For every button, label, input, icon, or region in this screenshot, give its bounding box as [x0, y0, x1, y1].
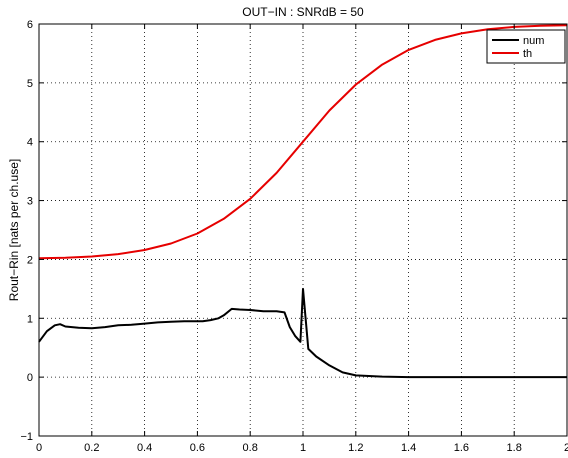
y-tick-label: 1: [27, 313, 33, 325]
y-tick-label: 2: [27, 254, 33, 266]
x-tick-label: 1.6: [454, 442, 469, 454]
y-tick-label: 3: [27, 196, 33, 208]
x-tick-label: 1.8: [507, 442, 522, 454]
chart-title: OUT−IN : SNRdB = 50: [242, 5, 364, 19]
x-tick-label: 1.4: [401, 442, 416, 454]
x-tick-label: 0.2: [84, 442, 99, 454]
x-tick-label: 2: [564, 442, 568, 454]
series-line-num: [38, 287, 567, 379]
y-tick-label: 0: [27, 372, 33, 384]
y-tick-label: −1: [20, 431, 33, 443]
y-tick-label: 6: [27, 19, 33, 31]
legend-label-num: num: [523, 35, 544, 47]
series-line-th: [38, 24, 568, 260]
x-tick-label: 0: [36, 442, 42, 454]
x-tick-label: 1.2: [348, 442, 363, 454]
series-lines: [38, 24, 568, 379]
grid: [39, 24, 567, 436]
y-axis-label: Rout−Rin [nats per ch.use]: [7, 159, 21, 301]
plot-frame: [38, 23, 568, 437]
legend-box: [486, 29, 566, 64]
x-tick-label: 0.8: [243, 442, 258, 454]
x-tick-label: 1: [300, 442, 306, 454]
x-tick-label: 0.6: [190, 442, 205, 454]
y-tick-label: 5: [27, 78, 33, 90]
legend-label-th: th: [523, 48, 532, 60]
y-tick-label: 4: [27, 137, 33, 149]
x-tick-label: 0.4: [137, 442, 152, 454]
